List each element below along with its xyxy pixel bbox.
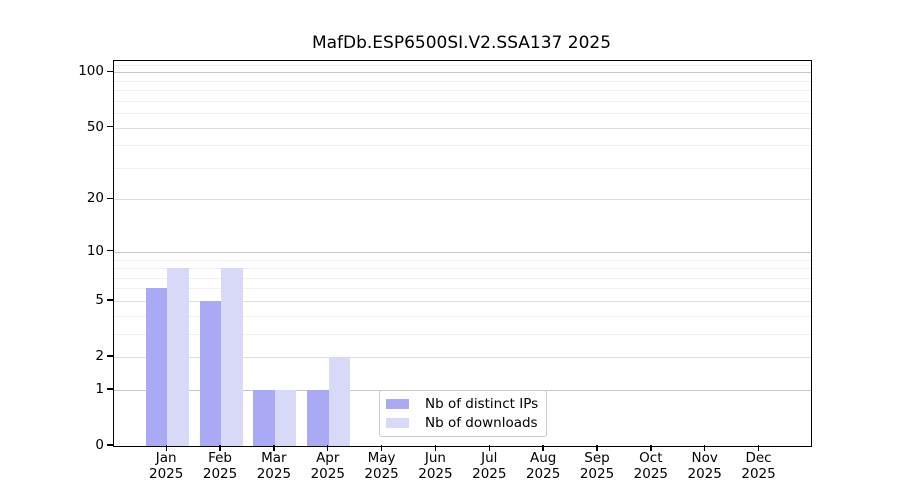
x-tick-label: Jun 2025 [418, 450, 453, 482]
bar-downloads [274, 389, 297, 446]
gridline-major [114, 72, 811, 74]
x-tick-label: Sep 2025 [579, 450, 615, 482]
x-tick-label: Feb 2025 [202, 450, 238, 482]
gridline-minor [114, 268, 811, 270]
x-tick-label: Jul 2025 [472, 450, 507, 482]
y-tick-label: 100 [78, 63, 104, 80]
legend-item-distinct-ips: Nb of distinct IPs [386, 396, 540, 412]
gridline [114, 357, 811, 359]
gridline-minor [114, 315, 811, 317]
gridline-minor [114, 90, 811, 92]
gridline-minor [114, 113, 811, 115]
gridline [114, 127, 811, 129]
x-tick-label: Nov 2025 [687, 450, 722, 482]
gridline-minor [114, 100, 811, 102]
legend-label-distinct-ips: Nb of distinct IPs [425, 396, 539, 412]
gridline-minor [114, 64, 811, 66]
x-tick-mark [704, 445, 706, 451]
bar-distinct-ips [253, 389, 275, 446]
x-tick-mark [596, 445, 598, 451]
y-tick-mark [107, 197, 113, 200]
x-tick-mark [273, 445, 275, 451]
y-tick-label: 20 [86, 190, 104, 207]
gridline [114, 300, 811, 302]
legend-label-downloads: Nb of downloads [425, 415, 538, 431]
bar-distinct-ips [199, 300, 222, 446]
y-tick-mark [107, 444, 113, 446]
x-tick-label: Oct 2025 [633, 450, 669, 482]
bar-downloads [328, 357, 351, 446]
x-tick-mark [488, 445, 490, 451]
bar-distinct-ips [307, 389, 329, 446]
gridline-minor [114, 145, 811, 147]
x-tick-mark [542, 445, 544, 451]
x-tick-mark [165, 445, 167, 451]
x-tick-mark [434, 445, 437, 451]
x-tick-label: Jan 2025 [149, 450, 184, 482]
gridline-major [114, 251, 811, 253]
x-tick-label: Dec 2025 [741, 450, 776, 482]
x-tick-mark [327, 445, 329, 451]
x-tick-label: May 2025 [364, 450, 399, 482]
x-tick-label: Mar 2025 [256, 450, 292, 482]
x-tick-mark [380, 445, 383, 451]
plot-area [113, 60, 812, 447]
legend-item-downloads: Nb of downloads [386, 415, 540, 431]
y-tick-label: 50 [86, 118, 104, 135]
x-tick-mark [757, 445, 760, 451]
y-tick-mark [107, 299, 113, 301]
gridline-minor [114, 167, 811, 169]
y-tick-label: 0 [95, 437, 104, 453]
x-tick-label: Apr 2025 [310, 450, 345, 482]
y-tick-mark [107, 355, 113, 357]
y-tick-label: 10 [86, 242, 104, 259]
bar-distinct-ips [145, 288, 168, 446]
legend-swatch-distinct-ips [386, 399, 409, 409]
x-tick-label: Aug 2025 [525, 450, 561, 482]
bar-downloads [221, 268, 243, 446]
y-tick-label: 1 [95, 380, 104, 397]
gridline-minor [114, 333, 811, 335]
gridline-minor [114, 259, 811, 261]
gridline [114, 199, 811, 201]
y-tick-mark [107, 388, 113, 390]
y-tick-mark [107, 125, 113, 128]
x-tick-mark [219, 445, 221, 451]
gridline-minor [114, 277, 811, 279]
gridline-minor [114, 288, 811, 290]
gridline-minor [114, 80, 811, 82]
legend-swatch-downloads [386, 418, 409, 428]
y-tick-mark [107, 250, 113, 252]
y-tick-label: 2 [95, 348, 104, 365]
y-tick-mark [107, 70, 113, 72]
chart-title: MafDb.ESP6500SI.V2.SSA137 2025 [311, 33, 612, 53]
y-tick-label: 5 [95, 291, 104, 308]
x-tick-mark [650, 445, 652, 451]
legend: Nb of distinct IPs Nb of downloads [379, 390, 547, 437]
bar-downloads [167, 268, 189, 446]
